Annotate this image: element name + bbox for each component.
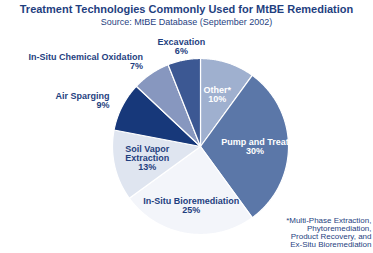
svg-text:Pump and Treat30%: Pump and Treat30%: [221, 137, 289, 156]
svg-text:Air Sparging9%: Air Sparging9%: [56, 91, 110, 110]
svg-text:In-Situ Bioremediation25%: In-Situ Bioremediation25%: [143, 196, 239, 215]
svg-text:Other*10%: Other*10%: [204, 85, 232, 104]
html-text:Source: MtBE Database (Septemb: Source: MtBE Database (September 2002): [100, 17, 273, 27]
svg-text:In-Situ Chemical Oxidation7%: In-Situ Chemical Oxidation7%: [29, 52, 144, 71]
svg-text:Soil VaporExtraction13%: Soil VaporExtraction13%: [125, 144, 170, 172]
svg-text:Excavation6%: Excavation6%: [158, 37, 206, 56]
svg-text:*Multi-Phase Extraction,Phytor: *Multi-Phase Extraction,Phytoremediation…: [286, 216, 371, 249]
html-text:Treatment Technologies Commonl: Treatment Technologies Commonly Used for…: [19, 3, 354, 15]
